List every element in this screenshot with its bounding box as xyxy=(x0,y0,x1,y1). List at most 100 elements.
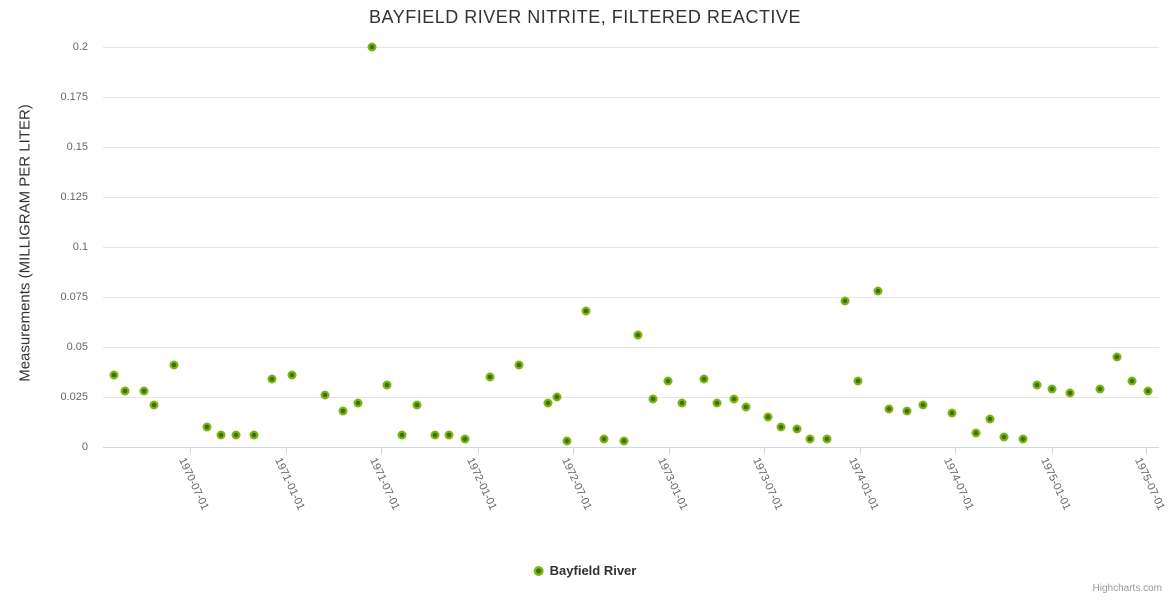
data-point[interactable] xyxy=(562,436,572,446)
data-point[interactable] xyxy=(460,434,470,444)
data-point[interactable] xyxy=(287,370,297,380)
data-point[interactable] xyxy=(120,386,130,396)
data-point[interactable] xyxy=(663,376,673,386)
data-point[interactable] xyxy=(822,434,832,444)
data-point[interactable] xyxy=(902,406,912,416)
data-point[interactable] xyxy=(805,434,815,444)
data-point[interactable] xyxy=(320,390,330,400)
y-axis-label: 0.025 xyxy=(60,391,88,403)
data-point[interactable] xyxy=(267,374,277,384)
data-point[interactable] xyxy=(648,394,658,404)
x-axis-tick xyxy=(477,447,479,454)
data-point[interactable] xyxy=(149,400,159,410)
legend-item-bayfield-river[interactable]: Bayfield River xyxy=(533,563,637,578)
data-point[interactable] xyxy=(763,412,773,422)
x-axis-label: 1972-07-01 xyxy=(558,456,594,513)
data-point[interactable] xyxy=(918,400,928,410)
data-point[interactable] xyxy=(444,430,454,440)
data-point[interactable] xyxy=(999,432,1009,442)
y-axis-label: 0.05 xyxy=(66,341,88,353)
x-axis-label: 1974-07-01 xyxy=(941,456,977,513)
x-axis-label: 1970-07-01 xyxy=(176,456,211,513)
x-axis-label: 1975-07-01 xyxy=(1132,456,1168,513)
x-axis-label: 1971-07-01 xyxy=(367,456,402,513)
data-point[interactable] xyxy=(109,370,119,380)
data-point[interactable] xyxy=(430,430,440,440)
y-gridline xyxy=(103,396,1159,398)
y-gridline xyxy=(103,246,1159,248)
data-point[interactable] xyxy=(412,400,422,410)
data-point[interactable] xyxy=(1047,384,1057,394)
x-axis-label: 1973-07-01 xyxy=(750,456,785,513)
x-axis-tick xyxy=(1146,447,1148,454)
data-point[interactable] xyxy=(1095,384,1105,394)
data-point[interactable] xyxy=(741,402,751,412)
x-axis-line xyxy=(103,447,1159,448)
highcharts-credit-link[interactable]: Highcharts.com xyxy=(1092,583,1162,594)
data-point[interactable] xyxy=(1112,352,1122,362)
data-point[interactable] xyxy=(792,424,802,434)
chart-title: BAYFIELD RIVER NITRITE, FILTERED REACTIV… xyxy=(369,7,801,27)
legend-marker-icon xyxy=(533,565,544,576)
data-point[interactable] xyxy=(1032,380,1042,390)
data-point[interactable] xyxy=(382,380,392,390)
y-gridline xyxy=(103,146,1159,148)
y-gridline xyxy=(103,96,1159,98)
data-point[interactable] xyxy=(633,330,643,340)
data-point[interactable] xyxy=(873,286,883,296)
data-point[interactable] xyxy=(514,360,524,370)
x-axis-tick xyxy=(860,447,862,454)
data-point[interactable] xyxy=(677,398,687,408)
x-axis-label: 1971-01-01 xyxy=(272,456,308,513)
data-point[interactable] xyxy=(139,386,149,396)
data-point[interactable] xyxy=(581,306,591,316)
legend-label: Bayfield River xyxy=(549,563,637,578)
data-point[interactable] xyxy=(971,428,981,438)
y-axis-label: 0.125 xyxy=(60,191,88,203)
data-point[interactable] xyxy=(485,372,495,382)
x-axis-tick xyxy=(572,447,574,454)
data-point[interactable] xyxy=(397,430,407,440)
data-point[interactable] xyxy=(699,374,709,384)
data-point[interactable] xyxy=(552,392,562,402)
y-gridline xyxy=(103,46,1159,48)
data-point[interactable] xyxy=(729,394,739,404)
data-point[interactable] xyxy=(1143,386,1153,396)
x-axis-tick xyxy=(189,447,191,454)
y-gridline xyxy=(103,346,1159,348)
y-axis-label: 0.1 xyxy=(72,241,88,253)
data-point[interactable] xyxy=(367,42,377,52)
data-point[interactable] xyxy=(249,430,259,440)
data-point[interactable] xyxy=(202,422,212,432)
data-point[interactable] xyxy=(947,408,957,418)
data-point[interactable] xyxy=(840,296,850,306)
x-axis-tick xyxy=(764,447,766,454)
data-point[interactable] xyxy=(231,430,241,440)
data-point[interactable] xyxy=(985,414,995,424)
data-point[interactable] xyxy=(853,376,863,386)
data-point[interactable] xyxy=(543,398,553,408)
data-point[interactable] xyxy=(216,430,226,440)
x-axis-label: 1973-01-01 xyxy=(655,456,691,513)
x-axis-tick xyxy=(286,447,288,454)
data-point[interactable] xyxy=(884,404,894,414)
x-axis-label: 1974-01-01 xyxy=(846,456,882,513)
y-gridline xyxy=(103,296,1159,298)
data-point[interactable] xyxy=(338,406,348,416)
data-point[interactable] xyxy=(776,422,786,432)
data-point[interactable] xyxy=(1065,388,1075,398)
y-gridline xyxy=(103,196,1159,198)
data-point[interactable] xyxy=(169,360,179,370)
data-point[interactable] xyxy=(619,436,629,446)
x-axis-label: 1975-01-01 xyxy=(1037,456,1073,513)
data-point[interactable] xyxy=(1018,434,1028,444)
y-axis-label: 0.2 xyxy=(72,41,88,53)
y-axis-label: 0.15 xyxy=(66,141,88,153)
data-point[interactable] xyxy=(353,398,363,408)
data-point[interactable] xyxy=(712,398,722,408)
x-axis-tick xyxy=(669,447,671,454)
data-point[interactable] xyxy=(599,434,609,444)
data-point[interactable] xyxy=(1127,376,1137,386)
x-axis-tick xyxy=(1051,447,1053,454)
